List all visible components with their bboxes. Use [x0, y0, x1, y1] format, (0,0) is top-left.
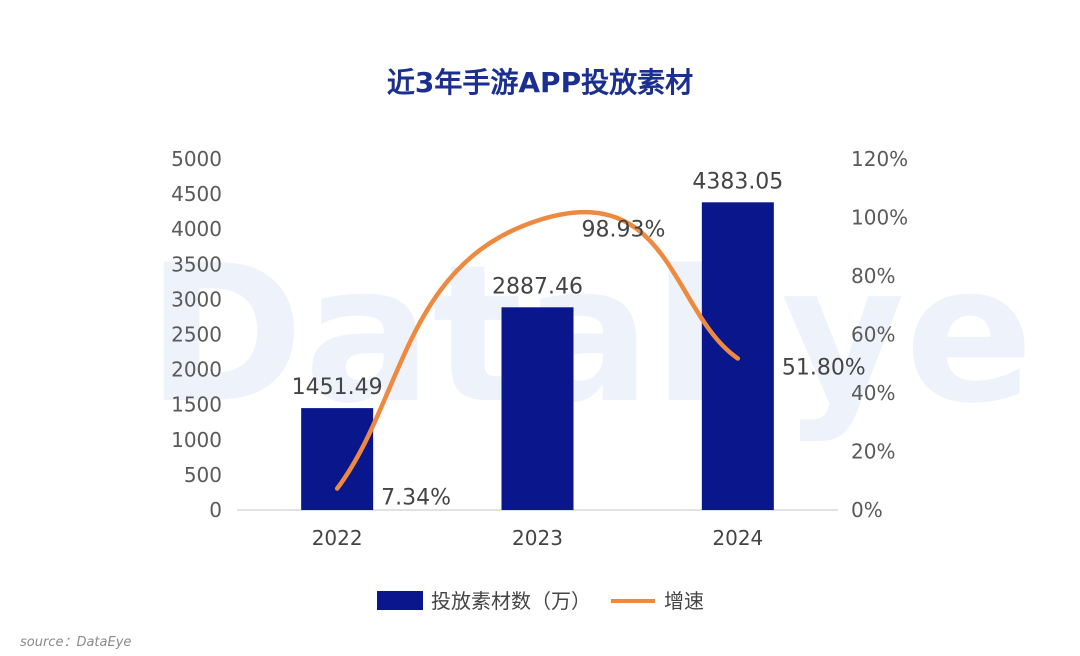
right-tick-label: 0% — [851, 498, 883, 522]
right-tick-label: 80% — [851, 264, 895, 288]
line-value-label: 51.80% — [782, 355, 866, 380]
line-value-label: 7.34% — [381, 486, 451, 511]
source-note: source：DataEye — [20, 635, 131, 650]
bar — [301, 408, 374, 510]
left-tick-label: 3000 — [171, 287, 222, 311]
line-series — [334, 210, 741, 491]
line-data-labels: 7.34% 98.93% 51.80% — [381, 218, 866, 511]
watermark: DataEye — [146, 224, 1033, 445]
right-tick-label: 100% — [851, 206, 908, 230]
legend-bar-label: 投放素材数（万） — [431, 589, 591, 613]
left-tick-label: 500 — [184, 463, 222, 487]
bar — [501, 307, 574, 510]
growth-line-path — [334, 210, 741, 491]
category-label: 2023 — [512, 526, 563, 550]
legend: 投放素材数（万） 增速 — [377, 589, 704, 613]
right-tick-label: 20% — [851, 440, 895, 464]
right-tick-label: 60% — [851, 323, 895, 347]
right-tick-label: 40% — [851, 381, 895, 405]
bar-value-label: 1451.49 — [292, 375, 383, 400]
left-tick-label: 1500 — [171, 393, 222, 417]
bar-data-labels: 1451.49 2887.46 4383.05 — [292, 169, 784, 400]
category-label: 2022 — [312, 526, 363, 550]
left-tick-label: 1000 — [171, 428, 222, 452]
left-tick-label: 4000 — [171, 217, 222, 241]
chart-title: 近3年手游APP投放素材 — [387, 66, 693, 99]
right-y-axis: 0% 20% 40% 60% 80% 100% 120% — [851, 147, 908, 522]
left-tick-label: 2000 — [171, 358, 222, 382]
bar-value-label: 4383.05 — [692, 169, 783, 194]
right-tick-label: 120% — [851, 147, 908, 171]
category-label: 2024 — [712, 526, 763, 550]
left-tick-label: 2500 — [171, 323, 222, 347]
left-tick-label: 5000 — [171, 147, 222, 171]
bar-value-label: 2887.46 — [492, 274, 583, 299]
legend-bar-swatch — [377, 591, 423, 610]
left-tick-label: 4500 — [171, 182, 222, 206]
left-y-axis: 0 500 1000 1500 2000 2500 3000 3500 4000 4500 5000 — [171, 147, 222, 522]
x-axis: 2022 2023 2024 — [312, 526, 764, 550]
left-tick-label: 3500 — [171, 252, 222, 276]
legend-line-label: 增速 — [664, 589, 704, 613]
line-value-label: 98.93% — [582, 218, 666, 243]
left-tick-label: 0 — [209, 498, 222, 522]
